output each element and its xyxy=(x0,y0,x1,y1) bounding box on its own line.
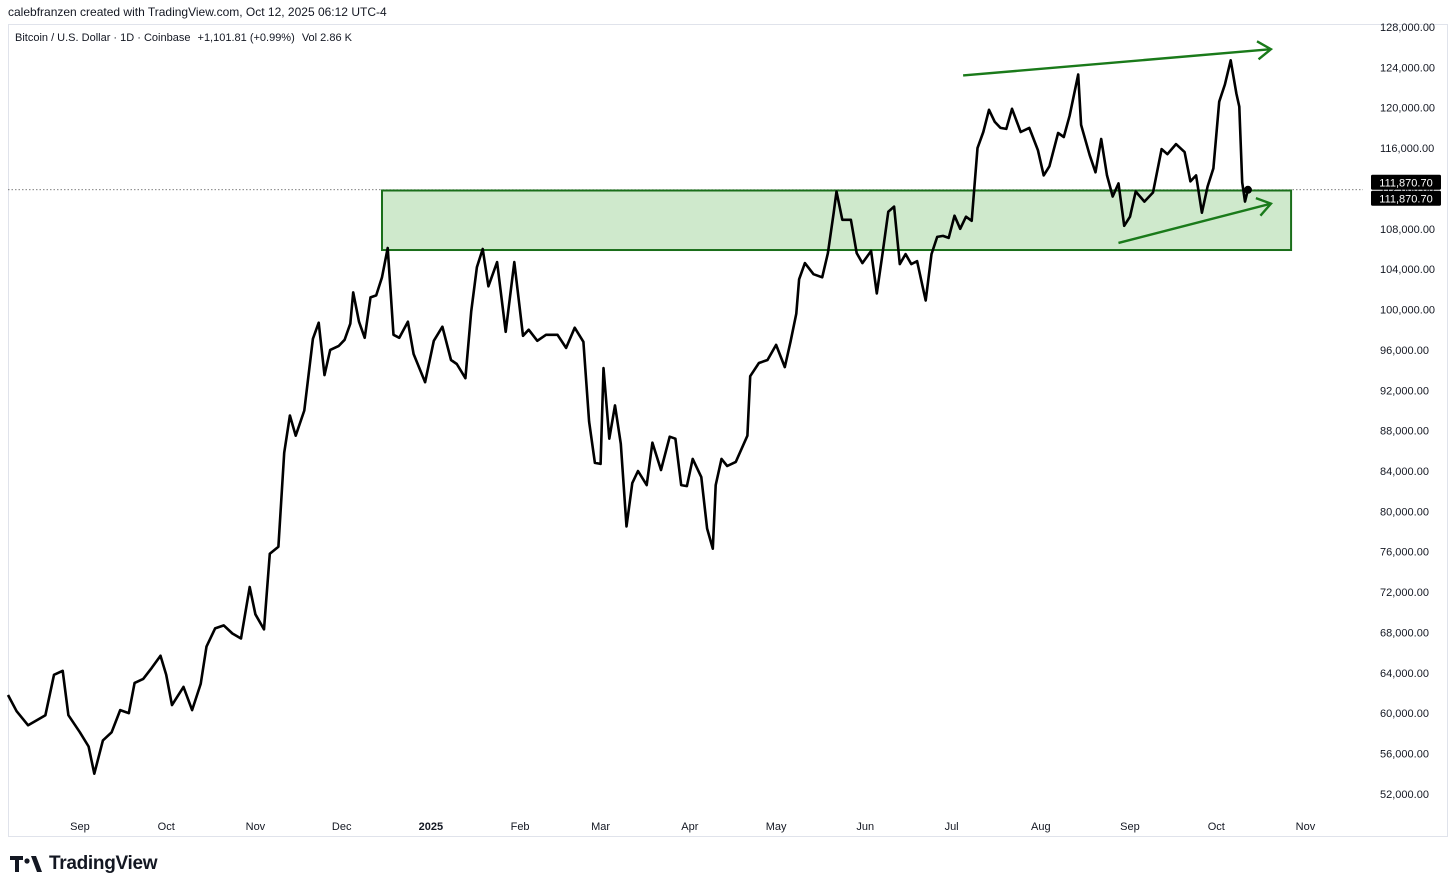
trend-arrow-1[interactable] xyxy=(963,48,1272,77)
y-tick-label: 80,000.00 xyxy=(1380,506,1429,518)
y-tick-label: 128,000.00 xyxy=(1380,22,1435,34)
symbol-description[interactable]: Bitcoin / U.S. Dollar · 1D · Coinbase xyxy=(15,32,191,44)
y-tick-label: 100,000.00 xyxy=(1380,305,1435,317)
y-tick-label: 64,000.00 xyxy=(1380,668,1429,680)
y-tick-label: 56,000.00 xyxy=(1380,749,1429,761)
y-tick-label: 52,000.00 xyxy=(1380,789,1429,801)
x-tick-label: Aug xyxy=(1031,821,1051,833)
x-tick-label: Sep xyxy=(70,821,90,833)
y-tick-label: 60,000.00 xyxy=(1380,708,1429,720)
y-tick-label: 92,000.00 xyxy=(1380,385,1429,397)
y-tick-label: 68,000.00 xyxy=(1380,627,1429,639)
x-tick-label: Mar xyxy=(591,821,610,833)
chart-frame xyxy=(8,24,1448,837)
y-tick-label: 96,000.00 xyxy=(1380,345,1429,357)
x-tick-label: Oct xyxy=(158,821,175,833)
chart-credit: calebfranzen created with TradingView.co… xyxy=(8,5,387,19)
trend-arrow-2[interactable] xyxy=(1118,202,1272,245)
last-price-dot xyxy=(1243,185,1252,194)
y-tick-label: 84,000.00 xyxy=(1380,466,1429,478)
y-tick-label: 108,000.00 xyxy=(1380,224,1435,236)
price-change: +1,101.81 (+0.99%) xyxy=(197,32,295,44)
y-tick-label: 120,000.00 xyxy=(1380,103,1435,115)
x-tick-label: Nov xyxy=(1296,821,1316,833)
x-tick-label: Feb xyxy=(511,821,530,833)
price-tag-label-2: 111,870.70 xyxy=(1379,193,1432,205)
y-axis[interactable]: 52,000.00 56,000.00 60,000.00 64,000.00 68,0… xyxy=(1380,22,1435,801)
y-tick-label: 116,000.00 xyxy=(1380,143,1434,155)
y-tick-label: 124,000.00 xyxy=(1380,62,1435,74)
trend-arrow-head-2 xyxy=(1255,197,1273,217)
tradingview-logo-text: TradingView xyxy=(49,853,158,874)
price-tag-label-1: 111,870.70 xyxy=(1379,177,1432,189)
trend-arrow-head-1 xyxy=(1256,40,1274,61)
tradingview-logo-icon xyxy=(10,856,42,872)
chart-legend: Bitcoin / U.S. Dollar · 1D · Coinbase +1… xyxy=(15,32,356,44)
x-tick-label: 2025 xyxy=(419,821,443,833)
x-axis[interactable]: Sep Oct Nov Dec 2025 Feb Mar Apr May Jun Jul Aug Sep… xyxy=(70,821,1316,833)
y-tick-label: 104,000.00 xyxy=(1380,264,1435,276)
x-tick-label: Dec xyxy=(332,821,352,833)
x-tick-label: Sep xyxy=(1120,821,1140,833)
x-tick-label: May xyxy=(766,821,787,833)
x-tick-label: Jun xyxy=(856,821,874,833)
x-tick-label: Jul xyxy=(945,821,959,833)
tradingview-logo[interactable]: TradingView xyxy=(10,852,158,876)
x-tick-label: Oct xyxy=(1208,821,1225,833)
price-tag-2 xyxy=(1371,190,1441,206)
btc-price-line[interactable] xyxy=(6,58,1250,776)
volume-value: Vol 2.86 K xyxy=(301,32,352,44)
x-tick-label: Apr xyxy=(681,821,698,833)
price-tag-1 xyxy=(1371,174,1441,190)
y-tick-label: 76,000.00 xyxy=(1380,547,1429,559)
x-tick-label: Nov xyxy=(246,821,266,833)
y-tick-label: 88,000.00 xyxy=(1380,426,1429,438)
y-tick-label: 72,000.00 xyxy=(1380,587,1429,599)
